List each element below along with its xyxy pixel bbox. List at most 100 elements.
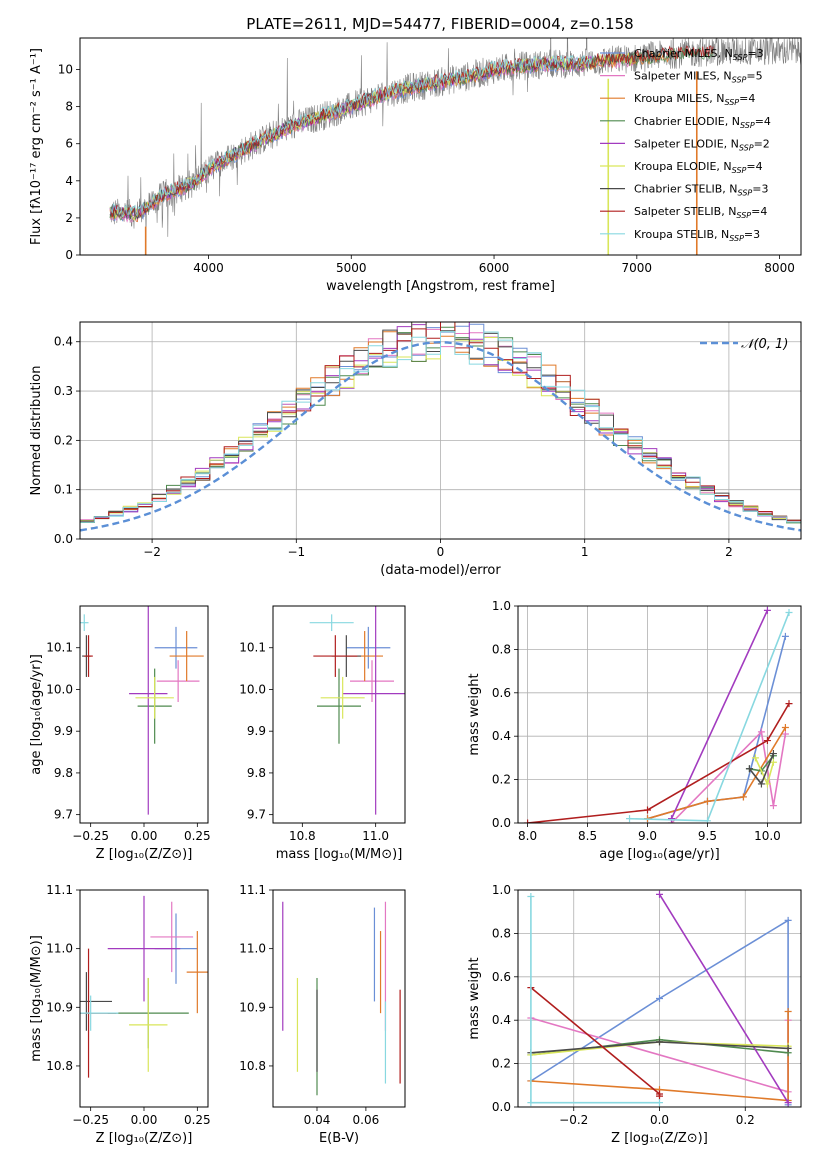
y-tick-label: 0.6 (492, 686, 511, 700)
x-tick-label: 0.00 (131, 829, 158, 843)
spectrum-model-line (109, 54, 594, 218)
massweight-marker (781, 730, 789, 738)
axes-mass_vs_Z: −0.25 0.00 0.25 10.8 10.9 11.0 11.1 Z [log₁₀(Z/… (29, 883, 211, 1146)
massweight-marker (703, 797, 711, 805)
axes-frame (517, 889, 802, 1108)
y-tick-label: 9.9 (247, 724, 266, 738)
legend-entry: Chabrier STELIB, NSSP=3 (634, 183, 768, 198)
errorbar-point (80, 972, 112, 1031)
x-tick-label: 0.04 (304, 1113, 331, 1127)
plot-area-residual_distribution (80, 322, 801, 539)
y-tick-label: 10.9 (239, 1000, 266, 1014)
plot-area-spectrum (109, 38, 801, 255)
y-tick-label: 0.8 (492, 926, 511, 940)
errorbar-point (309, 614, 354, 632)
massweight-marker (703, 817, 711, 823)
y-axis-label: mass [log₁₀(M/M⊙)] (29, 935, 44, 1062)
massweight-marker (656, 1038, 663, 1046)
plot-area-mass_vs_Z (80, 895, 208, 1078)
y-tick-label: 10.8 (46, 1059, 73, 1073)
massweight-marker (757, 780, 765, 788)
y-tick-label: 0.4 (54, 335, 73, 349)
massweight-marker (757, 728, 765, 736)
massweight-marker (763, 606, 771, 614)
massweight-marker (785, 700, 793, 708)
axes-age_vs_Z: −0.25 0.00 0.25 9.7 9.8 9.9 10.0 10.1 Z [log₁₀(Z… (29, 605, 211, 862)
massweight-series (527, 893, 663, 1107)
massweight-marker (769, 750, 777, 758)
y-tick-label: 4 (65, 174, 73, 188)
errorbar-point (346, 626, 391, 669)
errorbar-point (350, 660, 394, 702)
massweight-marker (785, 609, 793, 617)
massweight-marker (739, 793, 747, 801)
spectrum-model-line (109, 45, 714, 219)
errorbar-point (135, 676, 174, 719)
axes-frame (79, 321, 802, 540)
legend-entry: 𝒩(0, 1) (741, 337, 788, 352)
axes-residual_distribution: −2 −1 0 1 2 0.0 0.1 0.2 0.3 0.4 (data-model)/error… (29, 321, 802, 578)
errorbar-point (342, 606, 405, 815)
massweight-line (670, 609, 769, 820)
massweight-series (667, 606, 771, 823)
y-tick-label: 0.2 (492, 1057, 511, 1071)
errorbar-point (169, 631, 204, 682)
axes-frame (272, 605, 406, 824)
plot-area-massweight_vs_Z (518, 890, 801, 1107)
y-tick-label: 0.4 (492, 1013, 511, 1027)
legend-entry: Chabrier MILES, NSSP=3 (634, 47, 764, 62)
x-axis-label: Z [log₁₀(Z/Z⊙)] (611, 1131, 708, 1146)
errorbar-point (84, 635, 93, 677)
axes-massweight_vs_Z: −0.2 0.0 0.2 0.0 0.2 0.4 0.6 0.8 1.0 Z [log₁₀(Z/Z… (467, 883, 802, 1146)
errorbar-point (186, 931, 208, 1014)
y-axis-label: age [log₁₀(age/yr)] (29, 654, 44, 775)
legend-entry: Salpeter STELIB, NSSP=4 (634, 205, 767, 220)
y-tick-label: 11.0 (239, 942, 266, 956)
x-tick-label: 2 (725, 545, 733, 559)
massweight-marker (784, 1008, 792, 1016)
y-tick-label: 0.3 (54, 384, 73, 398)
x-tick-label: 10.0 (754, 829, 781, 843)
y-tick-label: 0.2 (492, 773, 511, 787)
massweight-marker (527, 1099, 535, 1107)
x-tick-label: −0.2 (559, 1113, 588, 1127)
errorbar-point (317, 668, 361, 744)
residual-legend: 𝒩(0, 1) (700, 337, 788, 352)
y-tick-label: 10.1 (46, 641, 73, 655)
y-tick-label: 10.1 (239, 641, 266, 655)
errorbar-point (129, 977, 168, 1072)
legend-entry: Salpeter MILES, NSSP=5 (634, 70, 763, 85)
residual-histogram (80, 322, 801, 523)
y-tick-label: 9.7 (54, 808, 73, 822)
x-tick-label: 0.25 (184, 829, 211, 843)
y-axis-label: mass weight (467, 957, 482, 1039)
y-tick-label: 10.9 (46, 1000, 73, 1014)
x-tick-label: 10.8 (289, 829, 316, 843)
massweight-marker (784, 916, 792, 924)
y-tick-label: 6 (65, 137, 73, 151)
y-tick-label: 0.0 (492, 1100, 511, 1114)
residual-histogram (80, 322, 801, 523)
x-tick-label: 1 (581, 545, 589, 559)
massweight-marker (527, 893, 535, 901)
x-tick-label: 0.2 (736, 1113, 755, 1127)
y-tick-label: 11.1 (46, 883, 73, 897)
x-axis-label: mass [log₁₀(M/M⊙)] (276, 847, 403, 862)
massweight-line (527, 703, 790, 823)
x-tick-label: 0.25 (184, 1113, 211, 1127)
axes-frame (79, 37, 802, 256)
massweight-marker (626, 815, 634, 823)
y-tick-label: 9.8 (247, 766, 266, 780)
x-tick-label: 6000 (479, 261, 510, 275)
massweight-series (656, 890, 792, 1107)
y-tick-label: 2 (65, 211, 73, 225)
legend-entry: Kroupa MILES, NSSP=4 (634, 92, 755, 107)
errorbar-point (107, 895, 181, 1002)
massweight-marker (656, 1099, 663, 1107)
y-axis-label: Normed distribution (29, 366, 44, 496)
y-tick-label: 0.6 (492, 970, 511, 984)
axes-frame (272, 889, 406, 1108)
massweight-series (745, 750, 777, 788)
errorbar-point (313, 635, 358, 677)
